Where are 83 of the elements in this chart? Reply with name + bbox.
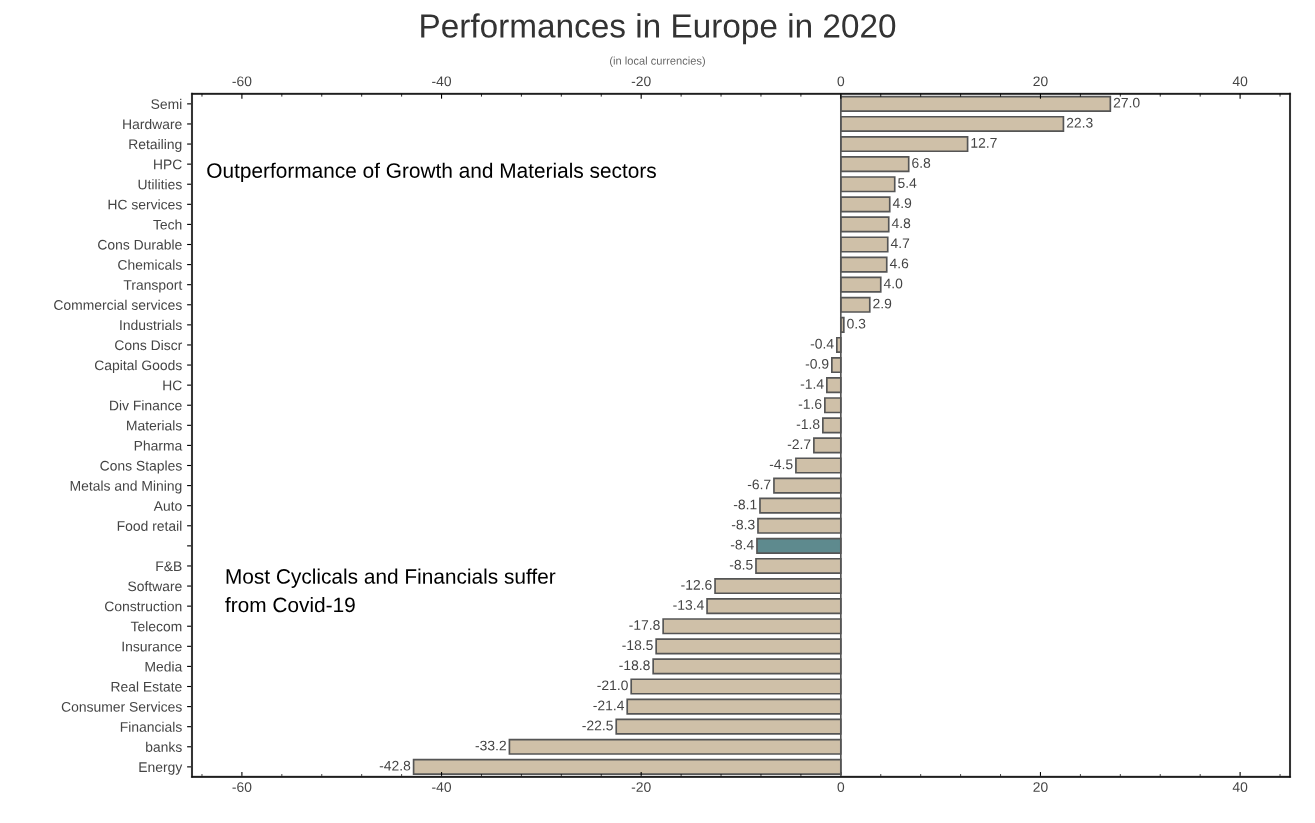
- data-label: -1.8: [796, 419, 820, 430]
- x-tick-label: 20: [1033, 782, 1048, 792]
- y-tick-label: Cons Durable: [98, 239, 182, 250]
- data-label: -18.8: [619, 660, 650, 671]
- x-tick-label: -40: [432, 782, 452, 792]
- data-label: -2.7: [787, 439, 811, 449]
- y-tick-label: Food retail: [117, 520, 182, 531]
- y-tick-label: F&B: [156, 561, 182, 572]
- data-label: -12.6: [681, 579, 712, 590]
- y-tick-label: Retailing: [129, 139, 182, 152]
- x-tick-label: -60: [232, 782, 252, 792]
- data-label: 4.6: [889, 258, 909, 269]
- y-tick-label: Metals and Mining: [70, 480, 182, 494]
- data-label: -8.1: [733, 499, 757, 510]
- y-tick-label: HC: [163, 380, 182, 391]
- data-label: 4.8: [891, 218, 911, 229]
- y-tick-label: Telecom: [130, 621, 182, 632]
- data-label: 5.4: [898, 178, 917, 188]
- y-tick-label: Insurance: [122, 641, 182, 652]
- data-label: -8.5: [729, 559, 753, 570]
- x2-tick-label: 20: [1033, 76, 1048, 87]
- y-tick-label: Pharma: [134, 440, 183, 451]
- y-tick-label: Utilities: [138, 179, 182, 190]
- y-tick-label: Financials: [120, 721, 182, 732]
- data-label: -0.9: [805, 358, 829, 369]
- data-label: 6.8: [912, 158, 931, 168]
- data-label: -18.5: [622, 640, 653, 651]
- y-tick-label: Div Finance: [110, 400, 182, 411]
- y-tick-label: Media: [145, 661, 183, 672]
- data-label: -1.4: [800, 379, 824, 389]
- data-label: -4.5: [769, 459, 793, 470]
- y-tick-label: Cons Staples: [100, 460, 182, 474]
- data-label: 22.3: [1066, 117, 1093, 128]
- y-tick-label: Auto: [153, 501, 182, 511]
- annotation: Most Cyclicals and Financials suffer from Covid-19: [225, 568, 556, 613]
- y-tick-label: Consumer Services: [61, 701, 182, 712]
- y-tick-label: Materials: [127, 420, 182, 431]
- chart-title: Performances in Europe in 2020: [421, 13, 896, 45]
- y-tick-label: Energy: [139, 762, 183, 775]
- y-tick-label: Industrials: [120, 319, 182, 331]
- data-label: 0.3: [847, 318, 866, 329]
- y-tick-label: Cons Discr: [115, 339, 183, 351]
- x-tick-label: 0: [837, 782, 845, 792]
- x2-tick-label: -40: [432, 76, 452, 87]
- data-label: -21.0: [597, 680, 628, 691]
- data-label: -6.7: [747, 479, 771, 490]
- data-label: -8.3: [731, 519, 755, 530]
- x2-tick-label: -20: [631, 76, 651, 87]
- y-tick-label: Commercial services: [54, 299, 182, 310]
- data-label: -0.4: [810, 338, 834, 349]
- data-label: -1.6: [798, 399, 822, 409]
- y-tick-label: Capital Goods: [94, 360, 182, 373]
- data-label: 4.9: [892, 198, 912, 209]
- x2-tick-label: 0: [837, 76, 845, 87]
- data-label: 4.0: [883, 278, 903, 289]
- y-tick-label: Tech: [153, 219, 182, 230]
- data-label: 27.0: [1113, 97, 1140, 108]
- data-label: -21.4: [593, 700, 625, 711]
- x2-tick-label: 40: [1232, 76, 1248, 87]
- data-label: -13.4: [673, 600, 704, 610]
- data-label: 12.7: [971, 137, 997, 148]
- annotation: Outperformance of Growth and Materials sectors: [207, 162, 656, 183]
- y-tick-label: banks: [146, 741, 182, 752]
- data-label: -17.8: [629, 620, 660, 630]
- y-tick-label: Hardware: [123, 118, 182, 130]
- y-tick-label: HC services: [108, 199, 182, 210]
- data-label: 2.9: [873, 298, 892, 309]
- chart-subtitle: (in local currencies): [610, 56, 705, 67]
- x-tick-label: 40: [1232, 782, 1248, 792]
- data-label: 4.7: [890, 238, 910, 249]
- data-label: -33.2: [475, 740, 506, 751]
- y-tick-label: Transport: [123, 280, 183, 293]
- data-label: -22.5: [582, 720, 613, 731]
- x2-tick-label: -60: [232, 76, 252, 87]
- y-tick-label: Semi: [151, 98, 182, 110]
- y-tick-label: Real Estate: [111, 681, 182, 692]
- y-tick-label: Construction: [105, 601, 182, 612]
- data-label: -8.4: [730, 539, 754, 550]
- x-tick-label: -20: [631, 782, 651, 792]
- data-label: -42.8: [379, 760, 411, 771]
- y-tick-label: HPC: [154, 159, 182, 170]
- y-tick-label: Chemicals: [118, 259, 182, 270]
- y-tick-label: Software: [128, 581, 182, 592]
